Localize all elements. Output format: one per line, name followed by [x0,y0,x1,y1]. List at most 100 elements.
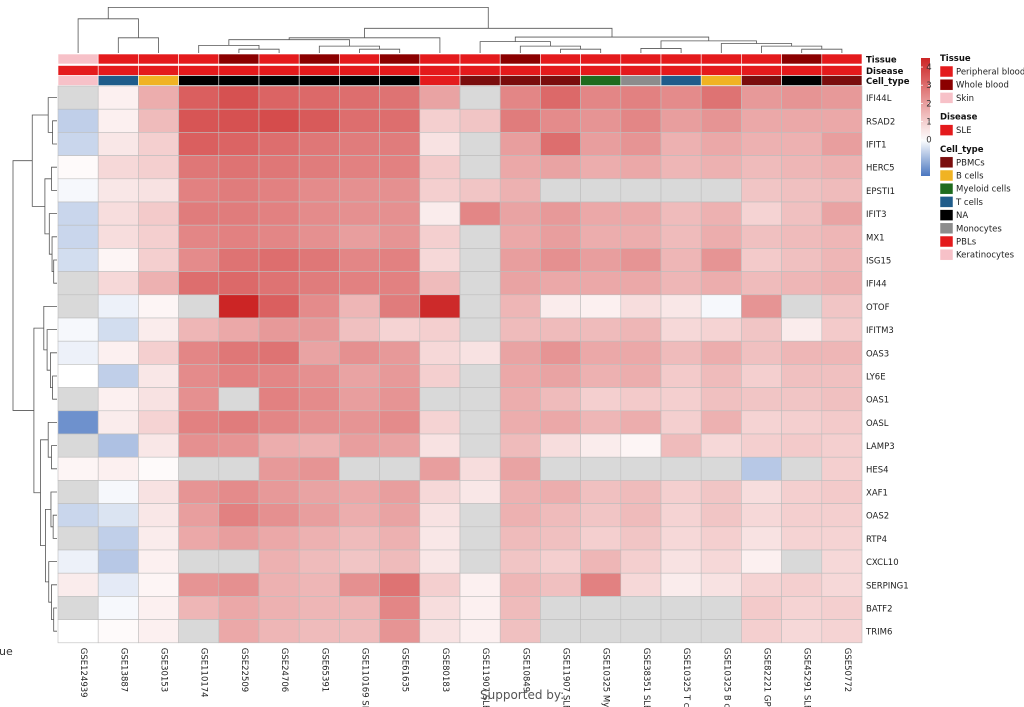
heatmap-cell [419,596,461,620]
heatmap-cell [97,317,139,342]
heatmap-cell [57,340,99,365]
heatmap-cell [700,108,742,133]
heatmap-cell [741,155,782,180]
heatmap-cell [57,433,99,458]
annotation-label: Disease [866,67,904,77]
row-label: HES4 [866,465,889,475]
heatmap-cell [821,201,863,226]
heatmap-cell [580,340,622,365]
heatmap-cell [821,572,863,597]
heatmap-cell [419,387,461,412]
heatmap-cell [57,178,99,203]
heatmap-cell [379,480,421,504]
heatmap-cell [660,271,702,296]
annotation-cell [540,65,581,76]
heatmap-cell [741,271,782,296]
heatmap-cell [57,387,99,412]
heatmap-cell [459,201,501,226]
heatmap-cell [298,480,340,504]
heatmap-cell [821,132,863,156]
column-label: GSE82221 GPL [762,648,772,707]
heatmap-cell [821,294,863,319]
heatmap-cell [97,340,139,365]
heatmap-cell [57,526,99,551]
heatmap-cell [499,526,541,551]
heatmap-cell [821,503,863,528]
heatmap-cell [660,317,702,342]
heatmap-cell [459,224,501,249]
heatmap-cell [97,596,139,620]
heatmap-cell [700,340,742,365]
heatmap-cell [178,410,220,435]
heatmap-cell [700,456,742,481]
heatmap-cell [178,294,220,319]
heatmap-cell [379,108,421,133]
heatmap-cell [298,132,340,156]
heatmap-cell [57,271,99,296]
heatmap-cell [660,178,702,203]
heatmap-cell [298,596,340,620]
heatmap-cell [258,596,300,620]
heatmap-cell [741,364,782,388]
color-scale-tick: 3 [926,81,931,91]
annotation-cell [459,65,501,76]
heatmap-cell [660,248,702,272]
annotation-cell [821,53,863,65]
heatmap-cell [821,549,863,574]
annotation-bars [57,53,863,86]
heatmap-cell [57,317,99,342]
row-label: OAS3 [866,349,889,359]
annotation-cell [379,75,421,86]
row-label: LY6E [866,373,886,383]
heatmap-cell [700,248,742,272]
heatmap-cell [379,549,421,574]
annotation-cell [218,53,260,65]
heatmap-cell [781,619,823,644]
annotation-cell [178,53,220,65]
dendrogram-branch [12,160,34,411]
heatmap-cell [781,108,823,133]
heatmap-cell [178,132,220,156]
annotation-cell [218,65,260,76]
heatmap-cell [419,108,461,133]
heatmap-cell [258,387,300,412]
heatmap-cell [580,108,622,133]
heatmap-cell [660,387,702,412]
heatmap-cell [499,480,541,504]
heatmap-cell [258,340,300,365]
heatmap-cell [540,178,581,203]
heatmap-cell [620,456,662,481]
heatmap-cell [339,387,380,412]
heatmap-cell [57,503,99,528]
annotation-cell [178,75,220,86]
heatmap-cell [57,549,99,574]
heatmap-cell [138,364,179,388]
heatmap-cell [540,410,581,435]
annotation-cell [298,65,340,76]
legend-swatch [939,209,954,221]
heatmap-cell [499,410,541,435]
heatmap-cell [379,387,421,412]
legend-item-label: Whole blood [956,81,1009,91]
legend-swatch [939,196,954,208]
annotation-cell [660,65,702,76]
heatmap-cell [178,480,220,504]
heatmap-cell [821,108,863,133]
heatmap-cell [97,85,139,110]
heatmap-cell [580,596,622,620]
heatmap-cell [379,271,421,296]
left-edge-fragment: ue [0,645,13,658]
heatmap-cell [580,503,622,528]
row-label: MX1 [866,233,885,243]
column-dendrogram [77,7,843,53]
heatmap-cell [178,317,220,342]
heatmap-cell [580,155,622,180]
column-label: GSE10325 Myel [601,648,611,707]
heatmap-cell [620,224,662,249]
heatmap-cell [57,456,99,481]
heatmap-cell [298,224,340,249]
dendrogram-branch [50,491,57,528]
heatmap-cell [339,410,380,435]
row-label: TRIM6 [865,628,892,638]
